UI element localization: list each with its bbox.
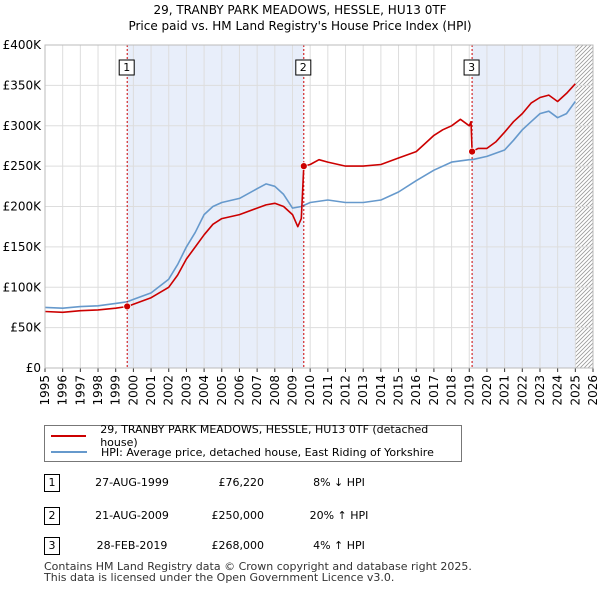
footer-line-licence: This data is licensed under the Open Gov… — [44, 571, 395, 584]
sale-date: 21-AUG-2009 — [95, 509, 169, 522]
x-tick-label: 2021 — [498, 375, 512, 406]
sale-hpi-comparison: 8% ↓ HPI — [313, 476, 365, 489]
x-tick-label: 1997 — [73, 375, 87, 406]
x-tick-label: 2002 — [162, 375, 176, 406]
x-tick-label: 2022 — [515, 375, 529, 406]
sale-point — [299, 162, 308, 171]
sale-price: £250,000 — [211, 509, 265, 522]
y-tick-label: £100K — [3, 280, 43, 294]
x-tick-label: 2007 — [250, 375, 264, 406]
sale-hpi-comparison: 20% ↑ HPI — [309, 509, 369, 522]
sale-number-badge: 2 — [44, 507, 60, 525]
y-tick-label: £250K — [3, 159, 43, 173]
x-tick-label: 1999 — [109, 375, 123, 406]
sale-number-badge: 3 — [44, 537, 60, 555]
x-tick-label: 2008 — [268, 375, 282, 406]
x-tick-label: 2000 — [126, 375, 140, 406]
y-tick-label: £350K — [3, 78, 43, 92]
price-chart: 1 2 3 £0 £50K £100K £150K £200K £250K £300K £350K… — [3, 38, 600, 406]
x-tick-label: 2020 — [480, 375, 494, 406]
legend: 29, TRANBY PARK MEADOWS, HESSLE, HU13 0T… — [44, 423, 462, 462]
sale-hpi-comparison: 4% ↑ HPI — [313, 539, 365, 552]
footer-line-copyright: Contains HM Land Registry data © Crown c… — [44, 560, 472, 573]
y-tick-label: £150K — [3, 240, 43, 254]
sale-number-badge: 1 — [44, 474, 60, 492]
sale-label-text: 2 — [300, 61, 307, 74]
legend-item-property: 29, TRANBY PARK MEADOWS, HESSLE, HU13 0T… — [51, 423, 461, 449]
sale-label-box — [118, 59, 135, 76]
sale-label-box — [295, 59, 312, 76]
y-tick-label: £200K — [3, 200, 43, 214]
x-tick-label: 1995 — [38, 375, 52, 406]
chart-subtitle: Price paid vs. HM Land Registry's House … — [128, 19, 472, 33]
sale-price: £76,220 — [218, 476, 265, 489]
property-price-series-line — [44, 83, 576, 314]
y-tick-label: £300K — [3, 119, 43, 133]
sale-label-box — [463, 59, 480, 76]
x-tick-label: 1996 — [56, 375, 70, 406]
x-tick-label: 2011 — [321, 375, 335, 406]
legend-swatch-blue — [51, 451, 87, 453]
sale-point — [468, 147, 476, 156]
x-tick-label: 2016 — [409, 375, 423, 406]
chart-title: 29, TRANBY PARK MEADOWS, HESSLE, HU13 0T… — [153, 3, 447, 17]
x-tick-label: 2026 — [586, 375, 600, 406]
x-tick-label: 2024 — [551, 375, 565, 406]
x-tick-label: 1998 — [91, 375, 105, 406]
sale-label-text: 1 — [123, 61, 130, 74]
x-tick-label: 2025 — [568, 375, 582, 406]
legend-label-hpi: HPI: Average price, detached house, East… — [101, 445, 434, 459]
x-tick-label: 2015 — [392, 375, 406, 406]
y-tick-label: £400K — [3, 38, 43, 52]
footer-attribution: Contains HM Land Registry data © Crown c… — [44, 561, 472, 583]
legend-item-hpi: HPI: Average price, detached house, East… — [51, 444, 434, 460]
x-tick-label: 2005 — [215, 375, 229, 406]
legend-label-property: 29, TRANBY PARK MEADOWS, HESSLE, HU13 0T… — [100, 423, 429, 449]
x-tick-label: 2017 — [427, 375, 441, 406]
y-tick-label: £50K — [10, 321, 42, 335]
x-tick-label: 2018 — [445, 375, 459, 406]
x-tick-label: 2006 — [232, 375, 246, 406]
x-tick-label: 2009 — [285, 375, 299, 406]
plot-frame — [44, 44, 594, 369]
x-tick-label: 2004 — [197, 375, 211, 406]
sale-price: £268,000 — [211, 539, 265, 552]
y-tick-label: £0 — [26, 361, 41, 375]
sale-label-text: 3 — [468, 61, 475, 74]
x-tick-label: 2023 — [533, 375, 547, 406]
x-tick-label: 2001 — [144, 375, 158, 406]
x-tick-label: 2019 — [462, 375, 476, 406]
x-tick-label: 2013 — [356, 375, 370, 406]
x-tick-label: 2003 — [179, 375, 193, 406]
sale-point — [123, 302, 132, 311]
x-tick-label: 2012 — [339, 375, 353, 406]
sale-date: 27-AUG-1999 — [95, 476, 169, 489]
x-tick-label: 2014 — [374, 375, 388, 406]
x-tick-label: 2010 — [303, 375, 317, 406]
legend-swatch-red — [51, 435, 87, 437]
sale-date: 28-FEB-2019 — [96, 539, 168, 552]
